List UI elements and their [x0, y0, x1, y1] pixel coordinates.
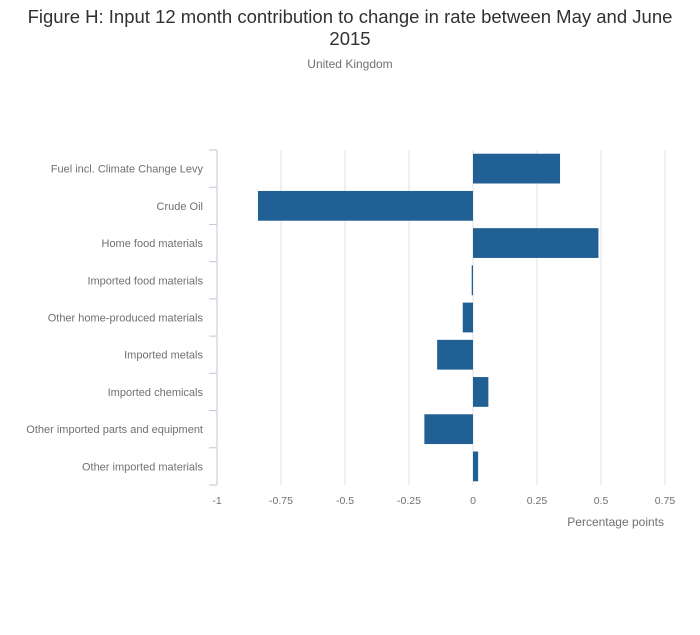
x-tick-label: -1	[212, 495, 221, 507]
bar[interactable]	[462, 302, 473, 333]
x-tick-label: 0.25	[527, 495, 548, 507]
bar[interactable]	[473, 228, 599, 258]
category-label: Other imported parts and equipment	[26, 424, 203, 436]
bar[interactable]	[471, 265, 473, 296]
chart-title: Figure H: Input 12 month contribution to…	[27, 6, 673, 49]
x-tick-label: -0.75	[269, 495, 293, 507]
category-label: Imported chemicals	[108, 387, 204, 399]
bar[interactable]	[424, 414, 473, 445]
x-tick-label: 0	[470, 495, 476, 507]
category-label: Imported food materials	[87, 275, 203, 287]
bar[interactable]	[473, 153, 561, 184]
category-label: Home food materials	[102, 238, 204, 250]
category-label: Crude Oil	[157, 201, 203, 213]
x-tick-label: -0.25	[397, 495, 421, 507]
x-tick-label: 0.75	[655, 495, 676, 507]
category-label: Other home-produced materials	[48, 313, 204, 325]
x-axis: -1 -0.75 -0.5 -0.25 0 0.25 0.5 0.75	[212, 495, 675, 507]
bar[interactable]	[473, 451, 479, 482]
bars	[257, 153, 599, 482]
x-tick-label: -0.5	[336, 495, 354, 507]
bar[interactable]	[437, 339, 473, 370]
bar[interactable]	[473, 377, 489, 407]
chart-subtitle: United Kingdom	[307, 57, 393, 71]
bar[interactable]	[257, 190, 473, 221]
y-axis: Fuel incl. Climate Change Levy Crude Oil H…	[26, 149, 218, 486]
category-label: Other imported materials	[82, 461, 204, 473]
category-label: Imported metals	[124, 350, 203, 362]
x-tick-label: 0.5	[594, 495, 609, 507]
category-label: Fuel incl. Climate Change Levy	[51, 164, 204, 176]
x-axis-title: Percentage points	[567, 515, 664, 529]
